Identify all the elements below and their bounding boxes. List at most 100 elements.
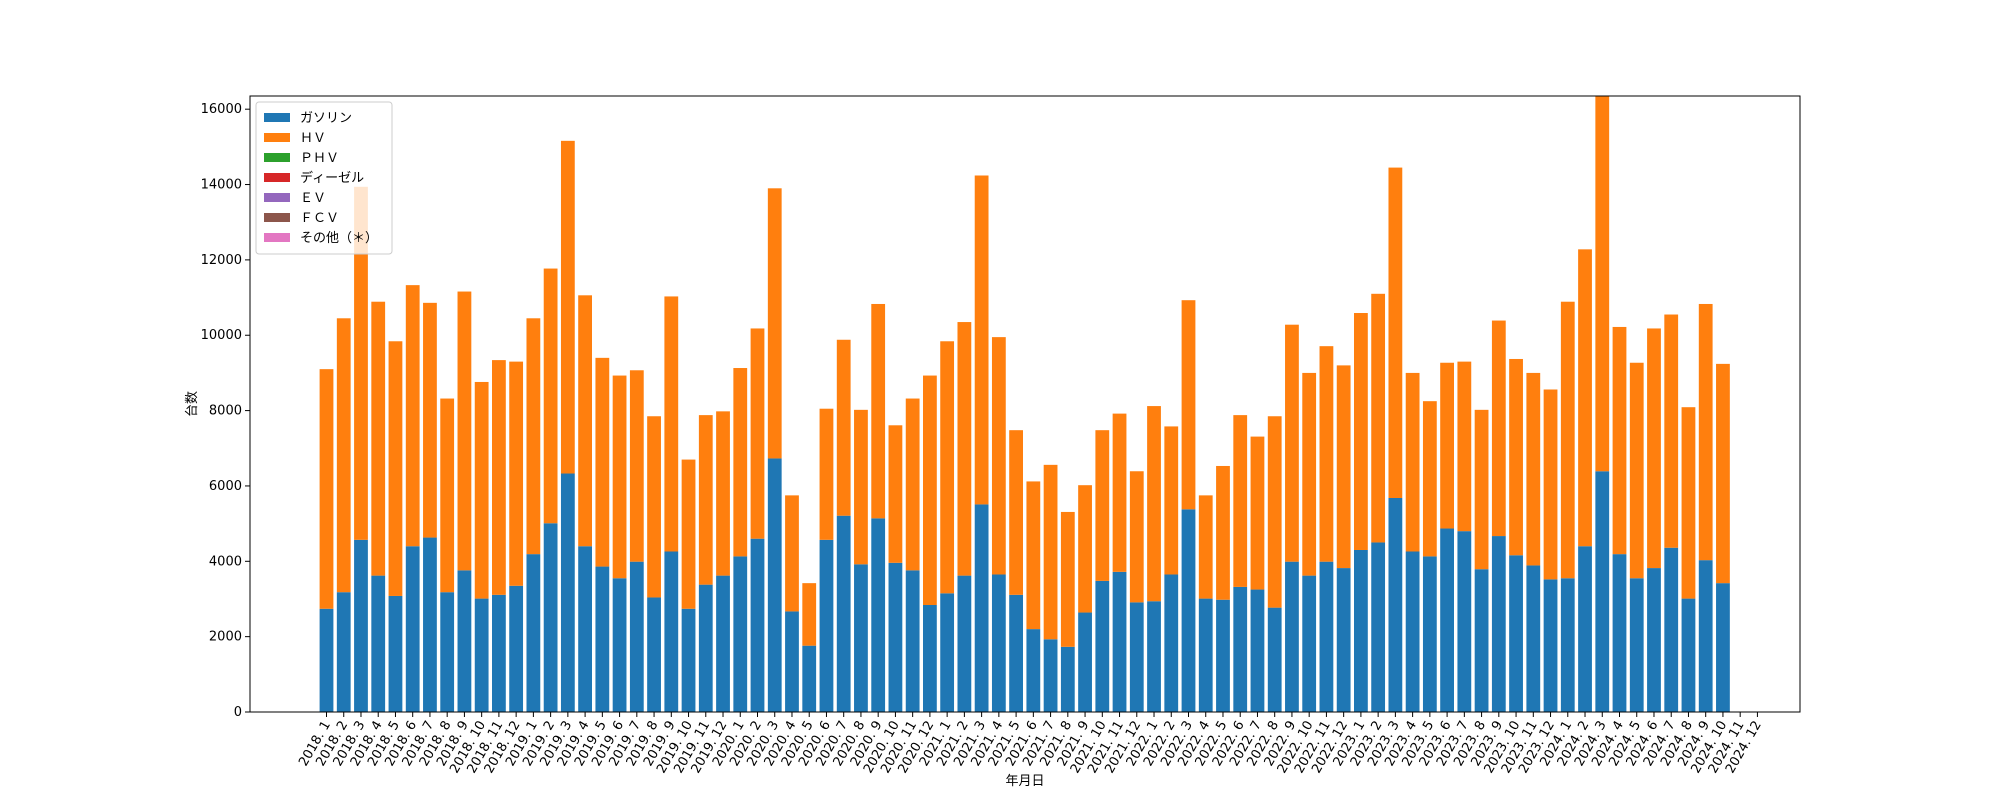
bar-segment: [440, 398, 455, 593]
bar-segment: [1060, 511, 1075, 647]
bar-segment: [405, 285, 420, 547]
y-tick-label: 2000: [209, 630, 242, 645]
bar-segment: [1319, 561, 1334, 712]
bar-segment: [492, 594, 506, 712]
bar-segment: [388, 595, 403, 712]
bar-segment: [905, 570, 920, 712]
bar-segment: [1147, 406, 1161, 602]
bar-segment: [1526, 565, 1541, 712]
bar-segment: [974, 504, 989, 712]
bar-segment: [1043, 639, 1058, 712]
y-tick-label: 10000: [201, 328, 242, 343]
bar-segment: [1319, 346, 1334, 562]
bar-segment: [1388, 167, 1403, 499]
bar-segment: [1716, 363, 1730, 584]
bar-segment: [664, 551, 679, 712]
bar-segment: [1285, 324, 1299, 562]
bar-segment: [1336, 365, 1351, 569]
legend-label: ガソリン: [300, 111, 352, 126]
x-axis-label: 年月日: [1005, 774, 1044, 789]
bar-segment: [526, 318, 541, 555]
bar-segment: [612, 375, 627, 579]
bar-segment: [1578, 249, 1592, 547]
y-tick-label: 12000: [201, 253, 242, 268]
bar-segment: [1509, 358, 1523, 556]
bar-segment: [871, 303, 886, 519]
bar-segment: [1612, 554, 1627, 712]
bar-segment: [1509, 555, 1523, 712]
bar-segment: [647, 416, 661, 598]
legend-swatch: [264, 193, 290, 202]
bar-segment: [1629, 578, 1644, 712]
bar-segment: [1422, 401, 1437, 557]
bar-segment: [1250, 589, 1265, 712]
bar-segment: [854, 564, 868, 712]
bar-segment: [1578, 546, 1592, 712]
bar-segment: [1664, 314, 1679, 548]
bar-segment: [957, 575, 972, 712]
y-tick-label: 14000: [201, 178, 242, 193]
bar-segment: [457, 570, 472, 712]
legend-label: ＦＣＶ: [300, 211, 339, 226]
bar-segment: [698, 584, 713, 712]
bar-segment: [1422, 556, 1437, 712]
bar-segment: [785, 495, 799, 612]
bar-segment: [1026, 481, 1041, 630]
y-tick-label: 8000: [209, 404, 242, 419]
bar-segment: [1302, 372, 1317, 576]
bar-segment: [750, 538, 765, 712]
bar-segment: [1371, 542, 1386, 712]
bar-segment: [474, 598, 489, 712]
bar-segment: [974, 175, 989, 505]
bar-segment: [1233, 415, 1248, 587]
bar-segment: [871, 518, 886, 712]
bar-segment: [1164, 574, 1179, 712]
bar-segment: [336, 592, 351, 712]
legend-swatch: [264, 233, 290, 242]
bar-segment: [474, 381, 489, 599]
bar-segment: [785, 611, 799, 712]
bar-segment: [1078, 485, 1092, 613]
bar-segment: [716, 411, 730, 576]
bar-segment: [940, 593, 955, 712]
bar-segment: [888, 425, 903, 563]
bar-segment: [802, 583, 817, 646]
bar-segment: [1629, 362, 1644, 579]
bar-segment: [905, 398, 920, 571]
bar-segment: [664, 296, 679, 552]
bar-segment: [733, 556, 748, 712]
bar-segment: [1491, 320, 1506, 537]
y-tick-label: 6000: [209, 479, 242, 494]
bar-segment: [767, 458, 782, 712]
bar-segment: [336, 318, 351, 593]
bar-segment: [1647, 328, 1661, 569]
bar-segment: [1009, 594, 1023, 712]
bar-segment: [940, 341, 955, 594]
bar-segment: [440, 592, 455, 712]
bar-segment: [836, 515, 851, 712]
legend-swatch: [264, 113, 290, 122]
legend-swatch: [264, 133, 290, 142]
bar-segment: [698, 415, 713, 585]
bar-segment: [1681, 407, 1696, 599]
bar-segment: [1354, 549, 1368, 712]
bar-segment: [733, 368, 748, 557]
bar-segment: [1543, 389, 1558, 580]
bar-segment: [405, 546, 420, 712]
bar-segment: [1267, 416, 1282, 608]
bar-segment: [1129, 602, 1144, 712]
bar-segment: [819, 408, 834, 540]
bar-segment: [854, 409, 868, 565]
bar-segment: [319, 608, 334, 712]
y-axis-label: 台数: [185, 391, 200, 417]
bar-segment: [1233, 586, 1248, 712]
bar-segment: [1491, 536, 1506, 712]
bar-segment: [629, 370, 644, 562]
bar-segment: [629, 561, 644, 712]
bar-segment: [923, 375, 937, 606]
bar-segment: [750, 328, 765, 539]
bar-segment: [595, 566, 610, 712]
bar-segment: [560, 473, 575, 712]
bar-segment: [1405, 551, 1420, 712]
